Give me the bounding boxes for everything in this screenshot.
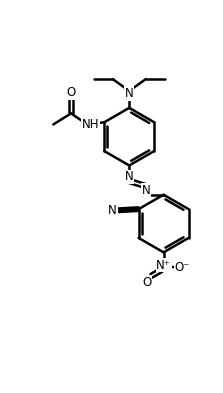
- Text: O: O: [66, 86, 76, 99]
- Text: N: N: [108, 204, 117, 217]
- Text: N: N: [141, 184, 150, 197]
- Text: N: N: [125, 87, 134, 100]
- Text: N: N: [125, 171, 134, 184]
- Text: NH: NH: [82, 118, 99, 131]
- Text: O⁻: O⁻: [175, 261, 190, 274]
- Text: O: O: [142, 276, 152, 289]
- Text: N⁺: N⁺: [156, 259, 171, 272]
